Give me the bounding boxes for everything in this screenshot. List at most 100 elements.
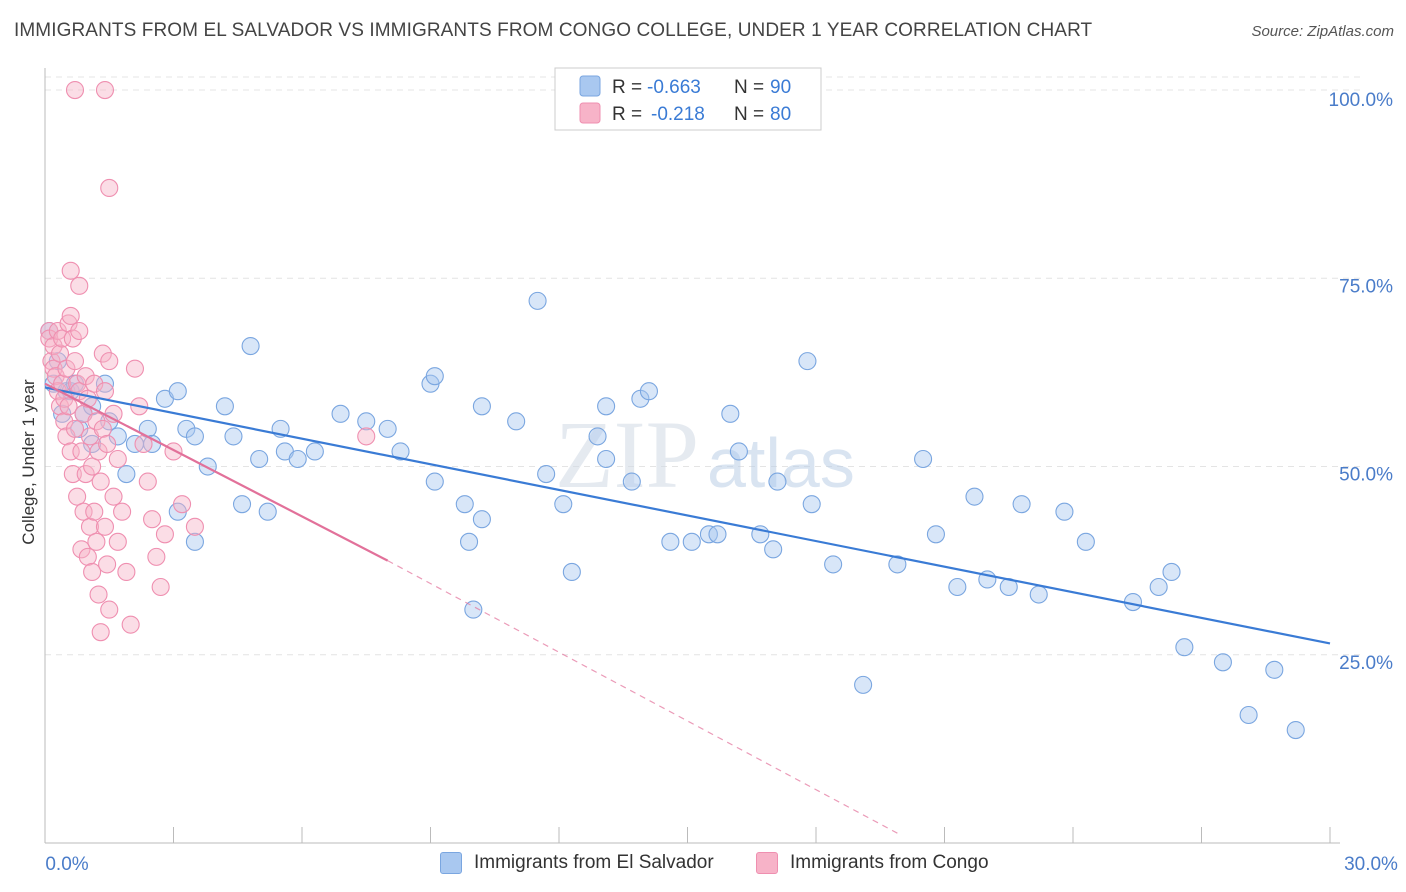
point-el-salvador-43 bbox=[459, 532, 479, 551]
point-el-salvador-47 bbox=[507, 412, 526, 431]
point-el-salvador-55 bbox=[622, 472, 641, 491]
y-tick-label-75: 75.0% bbox=[1339, 276, 1393, 297]
point-el-salvador-53 bbox=[597, 449, 616, 469]
point-congo-23 bbox=[65, 419, 85, 438]
legend-n-value-1: 90 bbox=[770, 77, 791, 98]
point-congo-5 bbox=[46, 367, 65, 386]
point-congo-75 bbox=[65, 81, 85, 100]
point-el-salvador-89 bbox=[1286, 721, 1305, 740]
point-el-salvador-29 bbox=[250, 449, 269, 469]
point-congo-70 bbox=[155, 525, 174, 544]
point-el-salvador-23 bbox=[185, 532, 204, 551]
point-congo-77 bbox=[100, 178, 119, 197]
point-el-salvador-3 bbox=[53, 404, 72, 423]
point-congo-19 bbox=[61, 442, 80, 461]
point-congo-41 bbox=[85, 502, 104, 521]
point-el-salvador-10 bbox=[83, 434, 102, 453]
point-el-salvador-11 bbox=[95, 374, 115, 393]
legend-r-value-2: -0.218 bbox=[651, 104, 705, 125]
point-congo-18 bbox=[61, 306, 80, 325]
point-congo-48 bbox=[93, 344, 112, 363]
point-congo-73 bbox=[185, 517, 204, 536]
point-el-salvador-52 bbox=[588, 427, 607, 446]
point-congo-55 bbox=[100, 600, 119, 619]
point-el-salvador-71 bbox=[888, 555, 907, 574]
point-el-salvador-67 bbox=[798, 352, 817, 371]
point-congo-20 bbox=[63, 329, 82, 348]
point-el-salvador-86 bbox=[1213, 653, 1232, 672]
point-el-salvador-40 bbox=[425, 367, 444, 386]
point-congo-51 bbox=[95, 517, 115, 536]
point-el-salvador-19 bbox=[168, 382, 187, 401]
point-congo-10 bbox=[53, 329, 72, 348]
point-el-salvador-42 bbox=[455, 495, 474, 514]
legend-n-label-1: N = bbox=[734, 77, 764, 98]
y-tick-label-25: 25.0% bbox=[1339, 653, 1393, 674]
point-el-salvador-51 bbox=[562, 562, 581, 581]
point-congo-22 bbox=[65, 352, 85, 371]
point-congo-62 bbox=[121, 615, 140, 634]
point-el-salvador-81 bbox=[1076, 532, 1095, 551]
point-el-salvador-63 bbox=[729, 442, 748, 461]
stats-legend-swatch-pink bbox=[579, 102, 601, 124]
axes-layer bbox=[44, 68, 1340, 844]
point-congo-28 bbox=[72, 442, 91, 461]
point-el-salvador-65 bbox=[764, 540, 783, 559]
source-label: Source: ZipAtlas.com bbox=[1251, 23, 1394, 40]
point-el-salvador-14 bbox=[117, 465, 136, 484]
point-congo-26 bbox=[70, 321, 89, 341]
point-congo-25 bbox=[68, 487, 87, 506]
point-el-salvador-84 bbox=[1162, 562, 1181, 581]
point-el-salvador-50 bbox=[554, 495, 573, 514]
point-congo-43 bbox=[87, 532, 106, 551]
point-el-salvador-26 bbox=[224, 427, 243, 446]
point-el-salvador-45 bbox=[472, 510, 491, 529]
point-el-salvador-85 bbox=[1175, 638, 1194, 657]
point-el-salvador-13 bbox=[108, 427, 127, 446]
point-congo-52 bbox=[98, 434, 117, 453]
point-el-salvador-58 bbox=[661, 532, 680, 551]
point-el-salvador-79 bbox=[1029, 585, 1048, 604]
legend-r-label-2: R = bbox=[612, 104, 642, 125]
y-tick-label-100: 100.0% bbox=[1329, 90, 1394, 111]
legend-n-value-2: 80 bbox=[770, 104, 791, 125]
point-el-salvador-36 bbox=[357, 412, 376, 431]
point-congo-60 bbox=[113, 502, 132, 521]
legend-r-label-1: R = bbox=[612, 77, 642, 98]
stats-legend-swatch-blue bbox=[579, 75, 601, 97]
point-el-salvador-38 bbox=[391, 442, 410, 461]
point-congo-71 bbox=[164, 442, 183, 461]
legend-swatch-pink bbox=[756, 852, 778, 874]
point-el-salvador-28 bbox=[241, 337, 260, 356]
point-congo-47 bbox=[91, 623, 110, 642]
legend-swatch-blue bbox=[440, 852, 462, 874]
trendline-congo bbox=[44, 382, 389, 562]
point-congo-76 bbox=[95, 81, 115, 100]
point-el-salvador-62 bbox=[721, 404, 740, 423]
point-congo-17 bbox=[59, 397, 78, 416]
point-el-salvador-66 bbox=[768, 472, 787, 491]
stats-legend: R = -0.663 N = 90 R = -0.218 N = 80 bbox=[554, 67, 822, 131]
point-congo-69 bbox=[151, 577, 170, 597]
point-el-salvador-80 bbox=[1055, 502, 1074, 521]
point-el-salvador-87 bbox=[1239, 705, 1258, 725]
point-el-salvador-49 bbox=[537, 465, 556, 484]
point-el-salvador-69 bbox=[824, 555, 843, 574]
point-congo-12 bbox=[55, 412, 74, 431]
point-congo-72 bbox=[173, 495, 192, 514]
point-el-salvador-30 bbox=[258, 502, 277, 521]
point-congo-54 bbox=[100, 352, 119, 371]
point-congo-42 bbox=[87, 412, 106, 431]
point-el-salvador-57 bbox=[639, 382, 659, 401]
point-el-salvador-73 bbox=[926, 525, 945, 544]
point-congo-8 bbox=[50, 344, 70, 363]
y-axis-title: College, Under 1 year bbox=[19, 379, 38, 545]
point-congo-45 bbox=[89, 585, 108, 604]
y-tick-labels: 25.0% 50.0% 75.0% 100.0% bbox=[1329, 90, 1394, 674]
point-congo-39 bbox=[83, 562, 102, 581]
point-el-salvador-72 bbox=[914, 449, 933, 469]
point-congo-4 bbox=[44, 359, 63, 378]
point-congo-21 bbox=[63, 465, 82, 484]
point-congo-40 bbox=[85, 374, 104, 393]
